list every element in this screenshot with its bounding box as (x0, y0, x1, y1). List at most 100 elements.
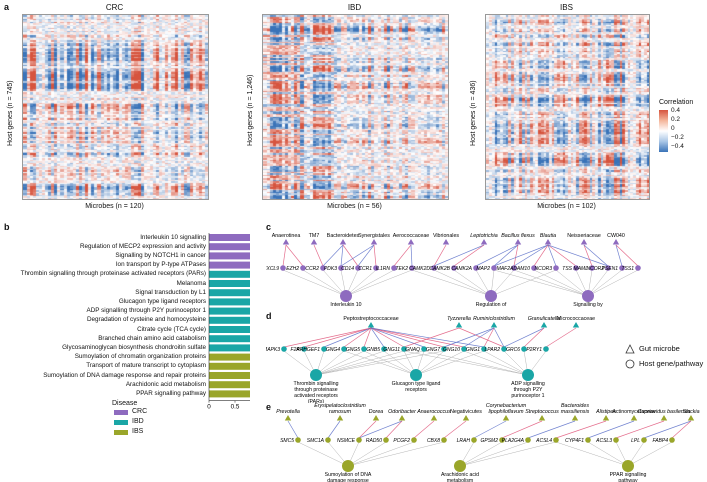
microbe-label: Odoribacter (388, 409, 416, 415)
microbe-label: Tyzzerella (447, 316, 471, 322)
network-edge (533, 269, 589, 297)
gene-node (321, 346, 327, 352)
bar (209, 326, 250, 333)
gene-label: TEK2 (395, 266, 408, 272)
gene-node (619, 265, 625, 271)
gene-label: GNG4 (326, 347, 340, 353)
gene-node (499, 437, 505, 443)
microbe-node (367, 322, 375, 328)
gene-node (338, 265, 344, 271)
network-edge (282, 244, 287, 267)
bar (209, 261, 250, 269)
network-edge (459, 441, 503, 467)
microbe-node (687, 415, 695, 421)
gene-label: GPSM2 (480, 438, 498, 444)
bar-category-label: Ion transport by P-type ATPases (115, 261, 206, 269)
gene-node (585, 437, 591, 443)
network-edge (327, 420, 341, 439)
network-edge (483, 327, 495, 348)
bar (209, 353, 250, 361)
microbe-label: Granulicatella (528, 316, 560, 322)
shape-legend: Gut microbe Host gene/pathway (625, 344, 705, 374)
pathway-node (522, 369, 534, 381)
microbe-label: Bacillus flexus (501, 233, 535, 239)
microbe-node (612, 239, 620, 245)
network-edge (527, 420, 576, 439)
gene-label: CD14 (341, 266, 354, 272)
bar (209, 243, 250, 251)
network-edge (302, 269, 347, 297)
bar-category-label: Glycosaminoglycan biosynthesis chondroit… (62, 343, 206, 351)
microbe-label: Cupriavidus basilensis (638, 409, 691, 415)
network-edge (493, 244, 519, 267)
gene-node (441, 437, 447, 443)
gene-label: PSEN1 (602, 266, 619, 272)
gene-node (383, 437, 389, 443)
disease-legend-label: IBS (132, 428, 144, 435)
network-edge (283, 350, 317, 376)
correlation-legend-tick: 0 (671, 125, 675, 132)
correlation-heatmap (262, 14, 449, 200)
pathway-node (622, 460, 634, 472)
gene-label: P2RY1 (526, 347, 542, 353)
microbe-label: Alistipes (595, 409, 616, 415)
microbe-label: lipophiloflavum (488, 409, 524, 415)
bar (209, 344, 250, 352)
gene-node (361, 346, 367, 352)
microbe-label: Slackia (682, 409, 699, 415)
triangle-icon (625, 344, 635, 354)
network-edge (627, 441, 673, 467)
network-edge (490, 269, 557, 297)
microbe-node (442, 239, 450, 245)
gene-node (381, 346, 387, 352)
network-edge (403, 327, 460, 348)
gene-node (553, 265, 559, 271)
microbe-label: Dorea (369, 409, 383, 415)
microbe-node (370, 239, 378, 245)
pathway-label: ADP signalling (511, 381, 545, 387)
disease-legend-title: Disease (112, 400, 138, 407)
bar-category-label: Regulation of MECP2 expression and activ… (79, 242, 206, 250)
correlation-legend-tick: −0.2 (671, 134, 684, 141)
network-edge (410, 244, 413, 267)
network-edge (403, 350, 529, 376)
bar (209, 280, 250, 287)
bar-category-label: Melanoma (176, 279, 206, 287)
network-edge (322, 244, 344, 267)
network-edge (323, 327, 372, 348)
microbe-node (540, 322, 548, 328)
gene-label: GRC6 (506, 347, 520, 353)
network-edge (358, 420, 377, 439)
network-edge (587, 420, 635, 439)
pathway-label: receptors (405, 387, 427, 393)
gene-label: MAML (574, 266, 589, 272)
gene-label: TSS1 (621, 266, 634, 272)
network-edge (370, 327, 485, 348)
network-edge (345, 269, 377, 297)
pathway-node (485, 290, 497, 302)
gene-label: GNG5 (346, 347, 360, 353)
disease-legend-swatch (114, 410, 128, 415)
network-edge (370, 327, 465, 348)
correlation-legend-tick: −0.4 (671, 143, 684, 150)
network-edge (370, 327, 445, 348)
microbe-node (660, 415, 668, 421)
gene-label: PCGF2 (393, 438, 410, 444)
microbe-label: Aerococcaceae (393, 233, 430, 239)
microbe-node (514, 239, 522, 245)
gene-label: MAP2 (476, 266, 490, 272)
network-edge (459, 441, 557, 467)
bar-category-label: Sumoylation of DNA damage response and r… (43, 371, 206, 379)
pathway-node (310, 369, 322, 381)
gene-label: GNAQ (405, 347, 420, 353)
pathway-label: Interleukin 10 (330, 302, 361, 308)
panel-a-letter: a (4, 2, 10, 12)
gene-node (471, 437, 477, 443)
network-edge (385, 420, 403, 439)
gene-label: FABP4 (653, 438, 669, 444)
network-edge (315, 350, 385, 376)
bar-category-label: Interleukin 10 signalling (140, 233, 206, 241)
network-edge (433, 269, 492, 297)
pathway-label: pathway (618, 478, 638, 482)
network-d: Peptostreptococcaceae Tyzzerella Ruminiclo… (266, 316, 595, 403)
